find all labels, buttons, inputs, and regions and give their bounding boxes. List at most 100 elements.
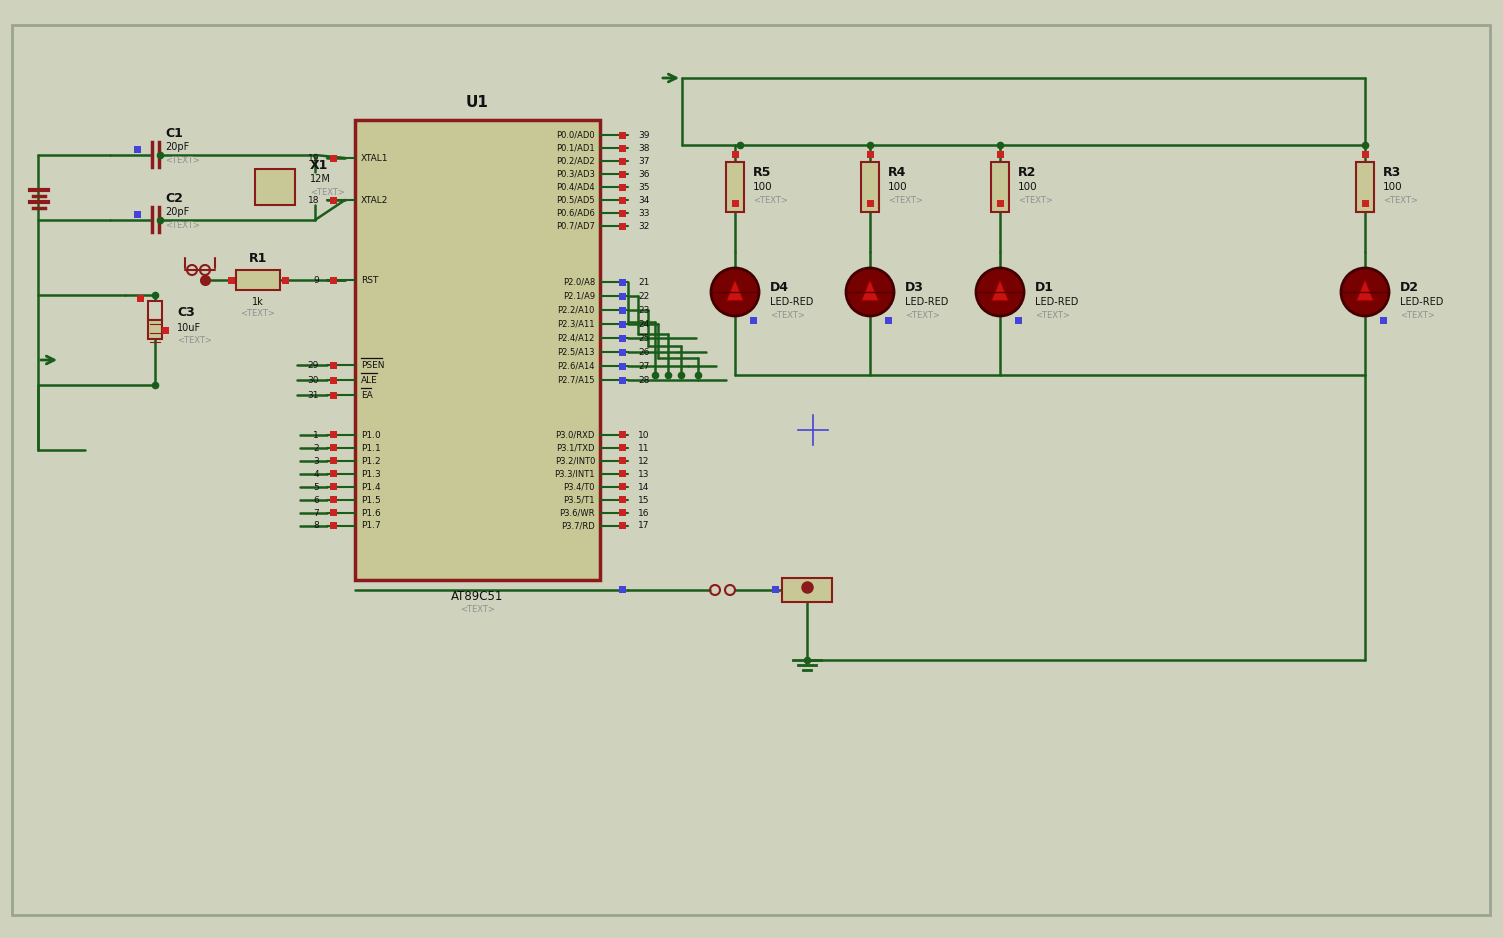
- Text: 2: 2: [313, 444, 319, 452]
- Text: 10: 10: [637, 431, 649, 440]
- Text: P1.4: P1.4: [361, 482, 380, 492]
- Text: 27: 27: [637, 361, 649, 371]
- Text: 100: 100: [753, 182, 773, 192]
- Text: 11: 11: [637, 444, 649, 452]
- Bar: [1380, 316, 1386, 324]
- Text: 6: 6: [313, 495, 319, 505]
- Bar: [137, 295, 143, 301]
- Text: <TEXT>: <TEXT>: [165, 220, 200, 230]
- Text: LED-RED: LED-RED: [1399, 297, 1443, 307]
- Text: <TEXT>: <TEXT>: [240, 309, 275, 317]
- Bar: [619, 483, 625, 491]
- Polygon shape: [1356, 279, 1374, 301]
- Bar: [619, 458, 625, 464]
- Bar: [619, 307, 625, 313]
- Bar: [329, 471, 337, 477]
- Circle shape: [975, 268, 1024, 316]
- Bar: [619, 349, 625, 356]
- Text: 9: 9: [313, 276, 319, 284]
- Text: <TEXT>: <TEXT>: [888, 195, 923, 204]
- Bar: [619, 431, 625, 438]
- Bar: [619, 586, 625, 594]
- Bar: [619, 293, 625, 299]
- Text: 100: 100: [1383, 182, 1402, 192]
- Bar: [619, 144, 625, 152]
- Text: AT89C51: AT89C51: [451, 589, 504, 602]
- Text: P3.6/WR: P3.6/WR: [559, 508, 595, 518]
- Text: 22: 22: [637, 292, 649, 300]
- Bar: [619, 362, 625, 370]
- Text: <TEXT>: <TEXT>: [165, 156, 200, 164]
- Text: 39: 39: [637, 130, 649, 140]
- Text: 25: 25: [637, 334, 649, 342]
- Bar: [619, 445, 625, 451]
- Bar: [281, 277, 289, 283]
- Bar: [1356, 162, 1374, 212]
- Text: P0.0/AD0: P0.0/AD0: [556, 130, 595, 140]
- Text: <TEXT>: <TEXT>: [1018, 195, 1054, 204]
- Bar: [619, 196, 625, 204]
- Bar: [619, 184, 625, 190]
- Text: 15: 15: [637, 495, 649, 505]
- Bar: [861, 162, 879, 212]
- Bar: [619, 171, 625, 177]
- Bar: [329, 277, 337, 283]
- Circle shape: [846, 268, 894, 316]
- Text: <TEXT>: <TEXT>: [460, 606, 494, 614]
- Text: <TEXT>: <TEXT>: [177, 336, 212, 344]
- Text: 16: 16: [637, 508, 649, 518]
- Text: D1: D1: [1036, 280, 1054, 294]
- Bar: [329, 376, 337, 384]
- Bar: [996, 150, 1004, 158]
- Text: P2.2/A10: P2.2/A10: [558, 306, 595, 314]
- Text: <TEXT>: <TEXT>: [1399, 310, 1435, 320]
- Text: D4: D4: [770, 280, 789, 294]
- Bar: [1362, 150, 1369, 158]
- Bar: [619, 335, 625, 341]
- Text: R3: R3: [1383, 165, 1401, 178]
- Text: P3.7/RD: P3.7/RD: [561, 522, 595, 531]
- Text: 26: 26: [637, 347, 649, 356]
- Text: P1.3: P1.3: [361, 470, 380, 478]
- Text: <TEXT>: <TEXT>: [310, 188, 344, 196]
- Text: P2.0/A8: P2.0/A8: [562, 278, 595, 286]
- Bar: [990, 162, 1009, 212]
- Text: 34: 34: [637, 195, 649, 204]
- Text: P3.3/INT1: P3.3/INT1: [555, 470, 595, 478]
- Text: P0.1/AD1: P0.1/AD1: [556, 144, 595, 153]
- Bar: [329, 376, 337, 384]
- Text: EA: EA: [361, 390, 373, 400]
- Bar: [329, 391, 337, 399]
- Text: P2.7/A15: P2.7/A15: [558, 375, 595, 385]
- Bar: [236, 270, 280, 290]
- Bar: [750, 316, 756, 324]
- Bar: [329, 483, 337, 491]
- Text: R4: R4: [888, 165, 906, 178]
- Text: <TEXT>: <TEXT>: [905, 310, 939, 320]
- Polygon shape: [861, 279, 879, 301]
- Bar: [619, 509, 625, 517]
- Text: 100: 100: [888, 182, 908, 192]
- Bar: [1362, 200, 1369, 206]
- Bar: [329, 458, 337, 464]
- Text: P1.2: P1.2: [361, 457, 380, 465]
- Bar: [619, 209, 625, 217]
- Bar: [726, 162, 744, 212]
- Bar: [867, 150, 873, 158]
- Bar: [161, 326, 168, 334]
- Text: 29: 29: [308, 360, 319, 370]
- Text: P0.6/AD6: P0.6/AD6: [556, 208, 595, 218]
- Text: 20pF: 20pF: [165, 142, 189, 152]
- Bar: [619, 279, 625, 285]
- Text: 21: 21: [637, 278, 649, 286]
- Text: 31: 31: [308, 390, 319, 400]
- Text: 10uF: 10uF: [177, 323, 201, 333]
- Polygon shape: [726, 279, 744, 301]
- Text: P2.1/A9: P2.1/A9: [564, 292, 595, 300]
- Bar: [1015, 316, 1022, 324]
- Bar: [996, 200, 1004, 206]
- Text: LED-RED: LED-RED: [770, 297, 813, 307]
- Text: P0.2/AD2: P0.2/AD2: [556, 157, 595, 165]
- Text: 1k: 1k: [253, 297, 265, 307]
- Text: ALE: ALE: [361, 375, 377, 385]
